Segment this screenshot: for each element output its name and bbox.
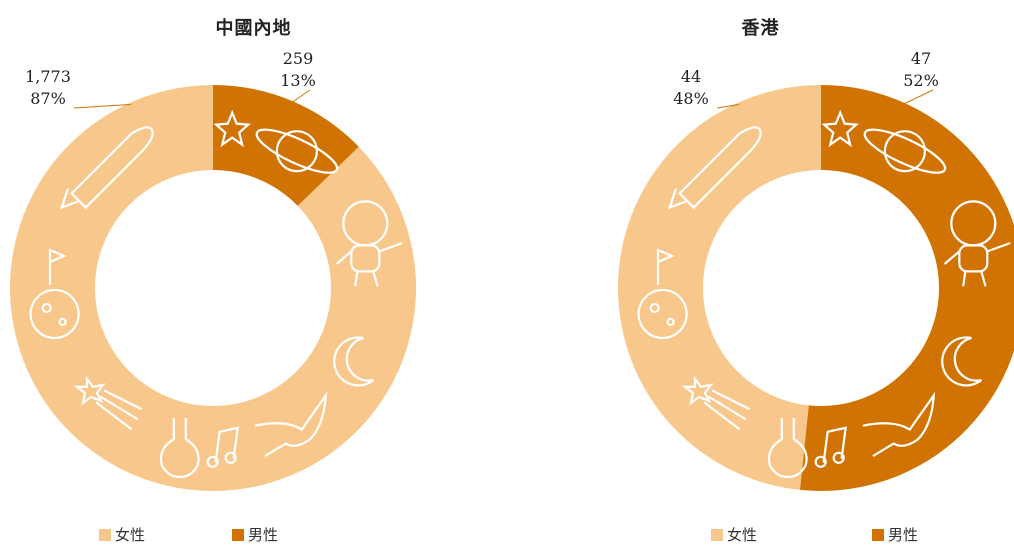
data-label-percent: 13%: [280, 71, 316, 90]
data-label-value: 1,773: [25, 67, 71, 86]
star-icon: [821, 109, 859, 148]
slice-male: [800, 85, 1014, 491]
shooting-star-icon: [681, 375, 751, 430]
music-note-icon: [206, 426, 239, 468]
music-note-icon: [814, 426, 847, 468]
data-label-percent: 48%: [673, 89, 709, 108]
star-icon: [213, 109, 251, 148]
decorative-space-icons: [637, 109, 1011, 479]
slice-female: [10, 85, 416, 492]
legend-swatch-female: [99, 528, 111, 541]
data-label-value: 47: [911, 49, 931, 68]
moon-planet-icon: [637, 288, 688, 340]
rocket-icon: [667, 126, 762, 210]
data-label-percent: 52%: [903, 71, 939, 90]
astronaut-icon: [944, 200, 1011, 287]
flask-icon: [767, 417, 808, 479]
legend-item-female: 女性: [711, 524, 757, 545]
chart-title: 香港: [741, 18, 780, 39]
chart-title: 中國內地: [215, 18, 292, 39]
decorative-space-icons: [29, 109, 403, 479]
legend-label-male: 男性: [248, 526, 279, 544]
flask-icon: [159, 417, 200, 479]
leader-line: [716, 103, 740, 109]
moon-icon: [941, 336, 983, 387]
donut-chart: 1,773 87% 259 13%: [10, 49, 416, 492]
legend-item-male: 男性: [232, 524, 278, 545]
legend-swatch-female: [711, 528, 723, 541]
chart-panel-mainland: 中國內地 1,773 87% 259 13% 女性 男性: [0, 0, 507, 545]
data-label-value: 259: [283, 49, 314, 68]
legend-swatch-male: [232, 528, 244, 541]
data-label-percent: 87%: [30, 89, 66, 108]
planet-icon: [863, 128, 947, 174]
legend-label-male: 男性: [888, 526, 919, 544]
astronaut-icon: [336, 200, 403, 287]
planet-icon: [255, 128, 339, 174]
rocket-icon: [59, 126, 154, 210]
legend-label-female: 女性: [727, 526, 758, 544]
donut-chart: 44 48% 47 52%: [618, 49, 1014, 491]
slice-female: [618, 85, 821, 490]
bird-icon: [862, 391, 936, 457]
moon-icon: [333, 336, 375, 387]
shooting-star-icon: [73, 375, 143, 430]
data-label-value: 44: [681, 67, 701, 86]
legend-item-male: 男性: [872, 524, 918, 545]
leader-line: [291, 89, 311, 104]
leader-line: [902, 89, 934, 105]
flag-icon: [656, 248, 675, 286]
moon-planet-icon: [29, 288, 80, 340]
chart-panel-hongkong: 香港 44 48% 47 52% 女性 男性: [507, 0, 1014, 545]
legend-item-female: 女性: [99, 524, 145, 545]
legend-swatch-male: [872, 528, 884, 541]
flag-icon: [48, 248, 67, 286]
legend-label-female: 女性: [115, 526, 146, 544]
slice-male: [213, 85, 359, 206]
leader-line: [73, 103, 132, 109]
bird-icon: [254, 391, 328, 457]
